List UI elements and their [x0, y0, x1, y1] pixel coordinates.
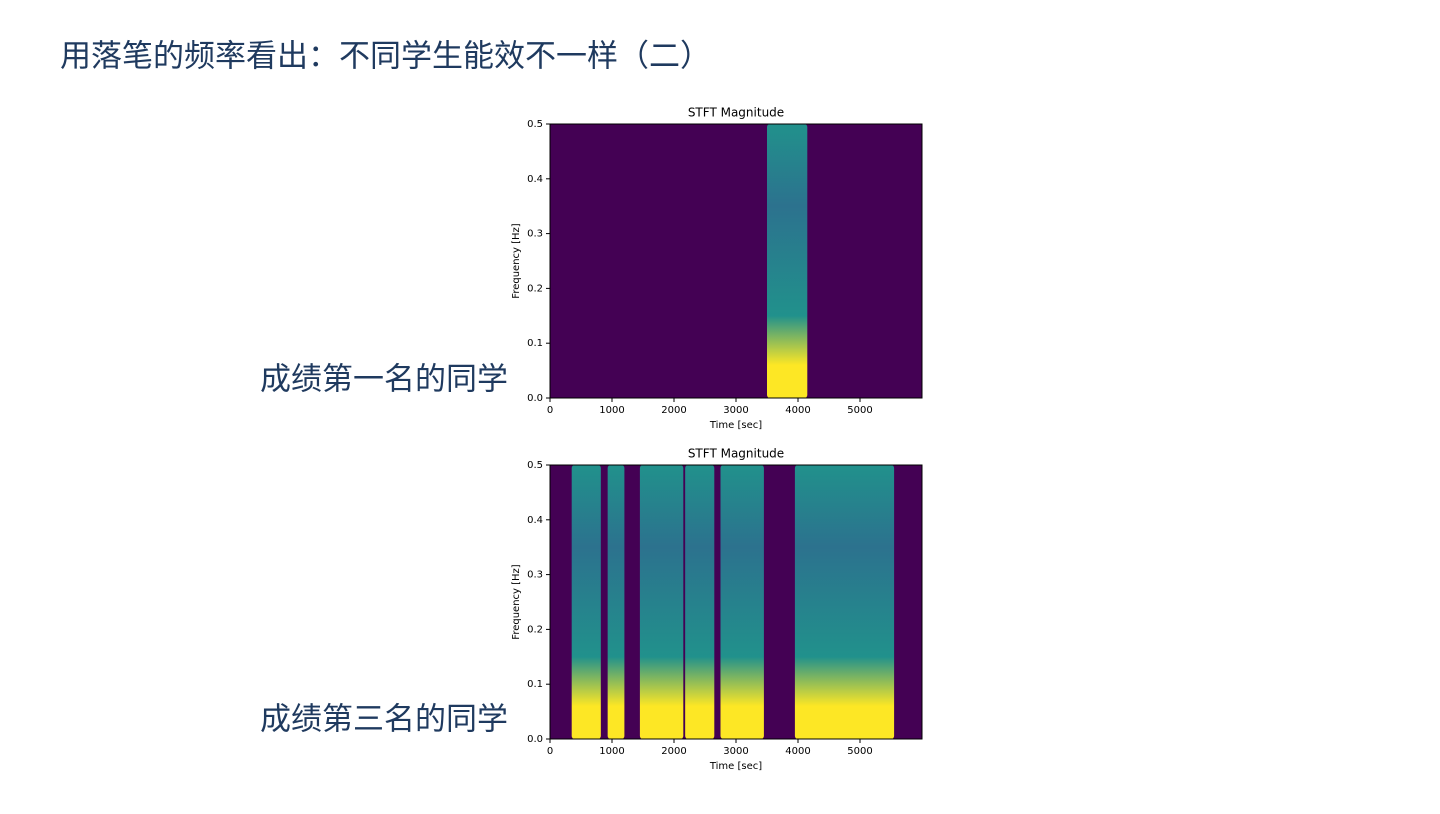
chart-title: STFT Magnitude	[688, 106, 784, 120]
y-axis-label: Frequency [Hz]	[511, 223, 522, 299]
y-tick-label: 0.4	[527, 174, 543, 185]
y-tick-label: 0.2	[527, 624, 543, 635]
band	[607, 465, 625, 739]
band	[571, 465, 601, 739]
x-tick-label: 1000	[599, 405, 624, 416]
x-tick-label: 2000	[661, 405, 686, 416]
chart-label: 成绩第三名的同学	[260, 702, 508, 738]
band	[685, 465, 715, 739]
x-tick-label: 4000	[785, 405, 810, 416]
slide-title: 用落笔的频率看出：不同学生能效不一样（二）	[60, 39, 711, 75]
x-tick-label: 0	[547, 746, 553, 757]
y-tick-label: 0.1	[527, 679, 543, 690]
y-tick-label: 0.1	[527, 338, 543, 349]
y-tick-label: 0.3	[527, 229, 543, 240]
band	[794, 465, 895, 739]
y-tick-label: 0.2	[527, 283, 543, 294]
x-tick-label: 3000	[723, 746, 748, 757]
chart-title: STFT Magnitude	[688, 447, 784, 461]
chart-label: 成绩第一名的同学	[260, 362, 508, 398]
x-tick-label: 5000	[847, 405, 872, 416]
x-tick-label: 3000	[723, 405, 748, 416]
y-tick-label: 0.3	[527, 570, 543, 581]
band	[767, 124, 808, 398]
x-tick-label: 2000	[661, 746, 686, 757]
x-tick-label: 5000	[847, 746, 872, 757]
y-tick-label: 0.4	[527, 515, 543, 526]
x-tick-label: 1000	[599, 746, 624, 757]
x-axis-label: Time [sec]	[709, 761, 762, 772]
y-tick-label: 0.5	[527, 119, 543, 130]
x-tick-label: 0	[547, 405, 553, 416]
y-tick-label: 0.0	[527, 734, 543, 745]
y-axis-label: Frequency [Hz]	[511, 564, 522, 640]
plot-background	[550, 124, 922, 398]
x-tick-label: 4000	[785, 746, 810, 757]
y-tick-label: 0.5	[527, 460, 543, 471]
band	[720, 465, 764, 739]
y-tick-label: 0.0	[527, 393, 543, 404]
band	[639, 465, 684, 739]
x-axis-label: Time [sec]	[709, 420, 762, 431]
